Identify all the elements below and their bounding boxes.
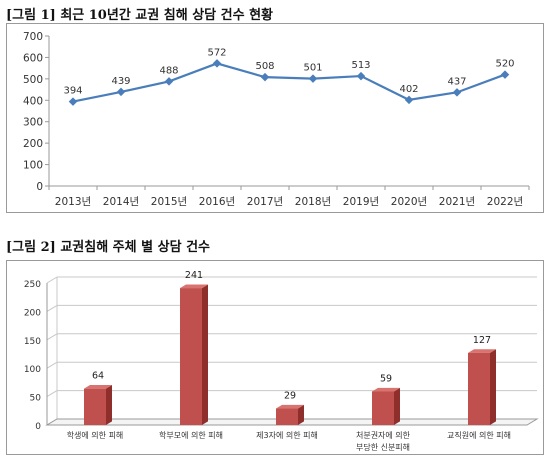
line-chart: 0 100 200 300 400 500 600 700 2013년 2014년 2015년 201… <box>23 31 530 208</box>
y-tick-label: 100 <box>23 160 43 172</box>
data-label: 241 <box>185 270 203 281</box>
x-tick-label: 학부모에 의한 피해 <box>159 430 223 440</box>
data-point <box>212 59 222 68</box>
data-label: 501 <box>303 63 322 74</box>
x-tick-label: 2014년 <box>103 196 139 208</box>
y-tick-label: 100 <box>24 365 41 375</box>
bar <box>468 352 490 425</box>
gridline-side <box>46 390 58 398</box>
data-label: 520 <box>495 59 514 70</box>
data-label: 572 <box>207 47 226 58</box>
y-tick-label: 200 <box>23 138 43 150</box>
gridline-side <box>46 276 58 284</box>
y-tick-label: 400 <box>23 95 43 107</box>
data-label: 513 <box>351 60 370 71</box>
data-point <box>68 97 78 106</box>
bar-side <box>202 284 208 425</box>
x-tick-label: 처분권자에 의한 <box>356 430 411 440</box>
data-label: 29 <box>284 391 296 402</box>
gridline-side <box>46 304 58 312</box>
bar-chart-frame: 0 50 100 150 200 250 64 학생에 의한 피해 241 학부모에 의한 피해 2… <box>6 260 544 455</box>
x-tick-label: 2018년 <box>295 196 331 208</box>
bar-top <box>180 284 208 289</box>
y-tick-label: 250 <box>24 280 41 290</box>
y-tick-label: 200 <box>24 308 41 318</box>
bar-chart: 0 50 100 150 200 250 64 학생에 의한 피해 241 학부모에 의한 피해 2… <box>24 270 539 452</box>
bar-side <box>298 404 304 425</box>
data-point <box>260 72 270 82</box>
x-tick-label: 학생에 의한 피해 <box>67 430 124 440</box>
gridline-side <box>46 333 58 341</box>
gridline-side <box>46 361 58 369</box>
data-point <box>452 88 462 97</box>
x-tick-label: 제3자에 의한 피해 <box>256 430 318 440</box>
bar <box>84 388 106 425</box>
y-tick-label: 50 <box>30 394 42 404</box>
line-chart-frame: 0 100 200 300 400 500 600 700 2013년 2014년 2015년 201… <box>6 23 544 213</box>
x-tick-label: 2016년 <box>199 196 235 208</box>
y-tick-label: 0 <box>36 181 43 193</box>
x-tick-label: 2021년 <box>439 196 475 208</box>
figure2-title: [그림 2] 교권침해 주체 별 상담 건수 <box>6 240 210 255</box>
y-tick-label: 150 <box>24 337 41 347</box>
x-tick-label: 2019년 <box>343 196 379 208</box>
x-tick-label: 2022년 <box>487 196 523 208</box>
data-label: 402 <box>399 84 418 95</box>
figure1-title: [그림 1] 최근 10년간 교권 침해 상담 건수 현황 <box>6 8 274 23</box>
x-tick-label: 2015년 <box>151 196 187 208</box>
bar-top <box>276 404 304 409</box>
bar-top <box>468 349 496 353</box>
data-label: 64 <box>92 371 104 382</box>
data-label: 437 <box>447 76 466 87</box>
bar <box>372 391 394 425</box>
data-label: 127 <box>473 335 491 346</box>
data-label: 439 <box>111 76 130 87</box>
bar-side <box>490 349 496 425</box>
bar-top <box>372 387 400 392</box>
bar <box>180 288 202 425</box>
data-label: 394 <box>63 86 82 97</box>
x-tick-label: 2020년 <box>391 196 427 208</box>
bar-side <box>106 385 112 425</box>
x-tick-label: 부당한 신분피해 <box>356 442 410 452</box>
data-point <box>356 71 366 81</box>
data-label: 59 <box>380 373 392 384</box>
bar-top <box>84 385 112 389</box>
x-tick-label: 교직원에 의한 피해 <box>447 430 511 440</box>
y-tick-label: 300 <box>23 117 43 129</box>
y-tick-label: 600 <box>23 52 43 64</box>
data-point <box>116 87 126 97</box>
x-tick-label: 2017년 <box>247 196 283 208</box>
bar-side <box>394 387 400 425</box>
series-line <box>72 62 506 103</box>
data-label: 488 <box>159 65 178 76</box>
y-tick-label: 0 <box>35 422 41 432</box>
data-point <box>404 95 414 105</box>
y-tick-label: 500 <box>23 74 43 86</box>
data-label: 508 <box>255 61 274 72</box>
data-point <box>500 70 510 79</box>
x-tick-label: 2013년 <box>55 196 91 208</box>
data-point <box>308 74 318 83</box>
y-tick-label: 700 <box>23 31 43 43</box>
bar <box>276 408 298 425</box>
data-point <box>164 77 174 86</box>
